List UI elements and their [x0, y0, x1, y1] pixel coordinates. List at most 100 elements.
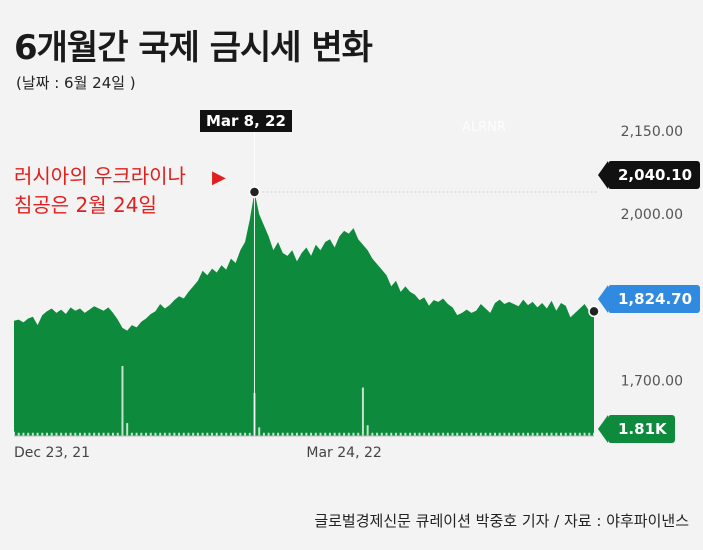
volume-bar: [211, 432, 214, 436]
volume-bar: [102, 432, 105, 436]
volume-bar: [564, 432, 567, 436]
volume-bar: [394, 432, 397, 436]
volume-bar: [305, 432, 308, 436]
volume-bar: [50, 432, 53, 436]
volume-bar: [187, 432, 190, 436]
volume-bar: [493, 432, 496, 436]
volume-bar: [314, 432, 317, 436]
volume-bar: [281, 432, 284, 436]
invasion-annotation: 러시아의 우크라이나 침공은 2월 24일: [14, 162, 186, 220]
volume-bar: [465, 432, 468, 436]
volume-bar: [291, 432, 294, 436]
volume-bar: [442, 432, 445, 436]
volume-bar: [371, 432, 374, 436]
volume-bar: [107, 432, 110, 436]
volume-bar: [456, 432, 459, 436]
volume-bar: [41, 432, 44, 436]
volume-bar: [545, 432, 548, 436]
watermark-text: ALRNR: [462, 120, 506, 135]
volume-bar: [272, 432, 275, 436]
volume-bar: [130, 432, 133, 436]
volume-bar: [531, 432, 534, 436]
volume-bar: [479, 432, 482, 436]
volume-bar: [135, 432, 138, 436]
volume-bar: [116, 432, 119, 436]
volume-bar: [178, 432, 181, 436]
volume-bar: [31, 432, 34, 436]
volume-bar: [352, 432, 355, 436]
volume-bar: [550, 432, 553, 436]
volume-bar: [225, 432, 228, 436]
volume-bar: [201, 432, 204, 436]
volume-bar: [503, 432, 506, 436]
volume-bar: [484, 432, 487, 436]
volume-bar: [220, 432, 223, 436]
hover-date-label: Mar 8, 22: [200, 110, 292, 132]
volume-bar: [46, 432, 49, 436]
volume-bar: [79, 432, 82, 436]
volume-bar: [366, 425, 369, 436]
volume-bar: [446, 432, 449, 436]
y-tick-label: 1,700.00: [621, 374, 683, 390]
volume-bar: [168, 432, 171, 436]
volume-bar: [347, 432, 350, 436]
volume-bar: [451, 432, 454, 436]
volume-bar: [380, 432, 383, 436]
annotation-line-2: 침공은 2월 24일: [14, 193, 157, 217]
volume-bar: [508, 432, 511, 436]
volume-bar: [173, 432, 176, 436]
volume-bar: [121, 366, 124, 436]
volume-bar: [541, 432, 544, 436]
x-axis-ticks: Dec 23, 21 Mar 24, 22: [14, 445, 382, 461]
volume-bar: [229, 432, 232, 436]
x-tick-label: Mar 24, 22: [306, 445, 381, 461]
volume-bar: [244, 432, 247, 436]
volume-bar: [399, 432, 402, 436]
volume-bar: [163, 432, 166, 436]
volume-bar: [593, 432, 595, 436]
volume-bar: [578, 432, 581, 436]
volume-bar: [27, 432, 30, 436]
chart-subtitle-date: (날짜 : 6월 24일 ): [16, 74, 136, 92]
volume-bar: [555, 432, 558, 436]
volume-bar: [512, 432, 515, 436]
volume-bar: [343, 432, 346, 436]
peak-price-badge: 2,040.10: [597, 161, 701, 189]
volume-bar: [526, 432, 529, 436]
volume-bar: [310, 432, 313, 436]
volume-bar: [248, 432, 251, 436]
volume-bar: [60, 432, 63, 436]
volume-bar: [319, 432, 322, 436]
volume-bar: [300, 432, 303, 436]
volume-bar: [413, 432, 416, 436]
volume-bar: [55, 432, 58, 436]
volume-bar: [97, 432, 100, 436]
volume-bar: [88, 432, 91, 436]
volume-bar: [409, 432, 412, 436]
volume-bar: [182, 432, 185, 436]
volume-bar: [489, 432, 492, 436]
volume-bar: [357, 432, 360, 436]
price-area: [14, 192, 594, 436]
volume-bar: [234, 432, 237, 436]
volume-bar: [574, 432, 577, 436]
volume-bar: [423, 432, 426, 436]
volume-bar: [154, 432, 157, 436]
volume-bar: [159, 432, 162, 436]
y-tick-label: 2,150.00: [621, 124, 683, 140]
volume-bar: [36, 432, 39, 436]
x-tick-label: Dec 23, 21: [14, 445, 90, 461]
volume-bar: [376, 432, 379, 436]
volume-bar: [239, 432, 242, 436]
volume-bar: [583, 432, 586, 436]
volume-bar: [258, 427, 261, 436]
volume-bar: [267, 432, 270, 436]
volume-bar: [286, 432, 289, 436]
last-price-badge: 1,824.70: [597, 285, 701, 313]
volume-bar: [427, 432, 430, 436]
annotation-arrow-icon: ▶: [212, 167, 226, 188]
volume-bar: [206, 432, 209, 436]
volume-bar: [145, 432, 148, 436]
volume-bar: [140, 432, 143, 436]
